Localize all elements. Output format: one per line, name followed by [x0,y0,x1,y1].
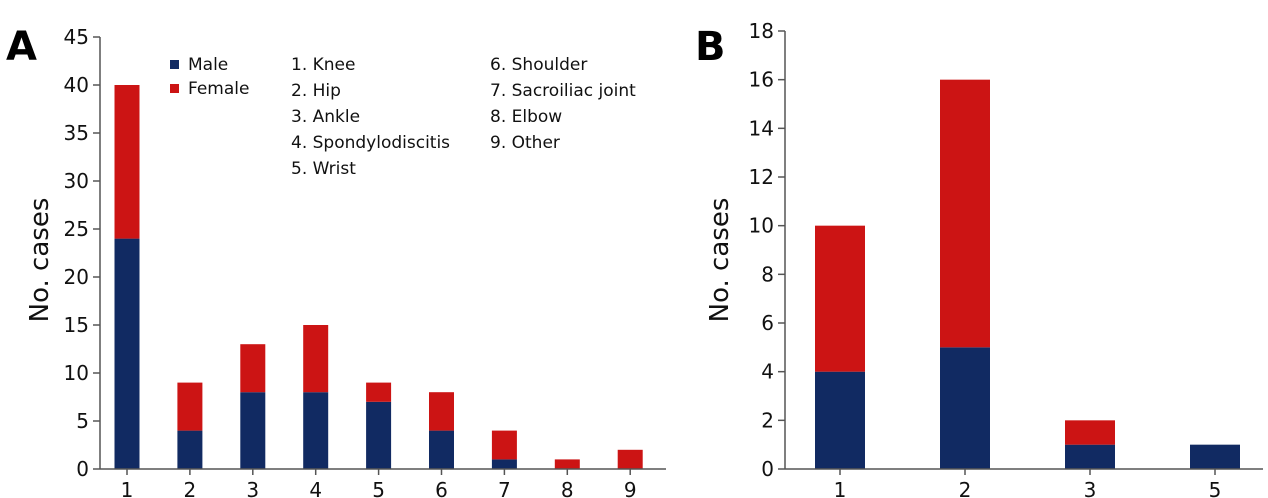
y-tick-label: 12 [749,165,774,189]
key-item-6: 6. Shoulder [490,55,587,75]
y-tick-label: 4 [761,360,774,384]
bar-female-1 [815,225,865,372]
y-tick-label: 20 [64,265,89,289]
y-tick-label: 0 [76,457,89,481]
bar-female-7 [491,430,517,460]
panel-label-a: A [6,24,37,70]
y-tick-label: 0 [761,457,774,481]
y-tick-label: 25 [64,217,89,241]
y-tick-label: 40 [64,73,89,97]
y-axis-label-b: No. cases [705,198,735,323]
bar-female-2 [940,79,990,348]
x-tick-label: 5 [372,478,385,498]
x-tick-label: 5 [1209,478,1222,498]
bar-female-6 [429,392,454,431]
x-tick-label: 6 [435,478,448,498]
bar-female-3 [240,344,266,393]
category-key-a: 1. Knee 2. Hip 3. Ankle 4. Spondylodisci… [291,55,636,179]
legend-label-male: Male [188,55,228,75]
y-tick-label: 16 [749,68,774,92]
key-item-4: 4. Spondylodiscitis [291,133,450,153]
x-tick-label: 9 [624,478,637,498]
y-tick-label: 18 [749,19,774,43]
bar-female-9 [617,449,643,469]
bar-male-5 [1190,444,1240,469]
bar-male-4 [303,392,329,469]
x-tick-label: 4 [309,478,322,498]
bar-female-1 [114,85,140,239]
key-item-5: 5. Wrist [291,159,356,179]
bar-female-4 [303,325,329,393]
y-tick-label: 14 [749,116,774,140]
x-tick-label: 1 [121,478,134,498]
bar-female-8 [554,459,580,469]
x-tick-label: 7 [498,478,511,498]
y-axis-label-a: No. cases [25,198,55,323]
key-item-3: 3. Ankle [291,107,360,127]
x-tick-label: 1 [834,478,847,498]
bar-male-2 [940,347,990,469]
key-item-9: 9. Other [490,133,560,153]
bar-female-5 [366,382,392,402]
bar-male-1 [114,238,140,469]
y-tick-label: 8 [761,262,774,286]
y-tick-label: 10 [749,214,774,238]
bar-female-3 [1065,420,1115,445]
y-tick-label: 15 [64,313,89,337]
y-tick-label: 6 [761,311,774,335]
bar-male-1 [815,371,865,469]
bar-male-7 [491,459,517,469]
legend-swatch-male [170,60,179,69]
legend-swatch-female [170,84,179,93]
x-tick-label: 2 [959,478,972,498]
legend-label-female: Female [188,79,249,99]
panel-label-b: B [695,24,726,70]
y-tick-label: 45 [64,25,89,49]
key-item-7: 7. Sacroiliac joint [490,81,636,101]
legend-a: Male Female [170,55,249,99]
key-item-1: 1. Knee [291,55,355,75]
y-tick-label: 10 [64,361,89,385]
x-tick-label: 3 [1084,478,1097,498]
key-item-8: 8. Elbow [490,107,562,127]
bar-female-2 [177,382,203,431]
x-tick-label: 2 [184,478,197,498]
bar-male-3 [1065,444,1115,469]
key-item-2: 2. Hip [291,81,341,101]
bar-male-5 [366,401,392,469]
bar-male-6 [429,430,454,469]
x-tick-label: 8 [561,478,574,498]
y-tick-label: 5 [76,409,89,433]
x-tick-label: 3 [246,478,259,498]
y-tick-label: 30 [64,169,89,193]
y-tick-label: 2 [761,408,774,432]
bar-male-3 [240,392,266,469]
y-tick-label: 35 [64,121,89,145]
bar-male-2 [177,430,203,469]
